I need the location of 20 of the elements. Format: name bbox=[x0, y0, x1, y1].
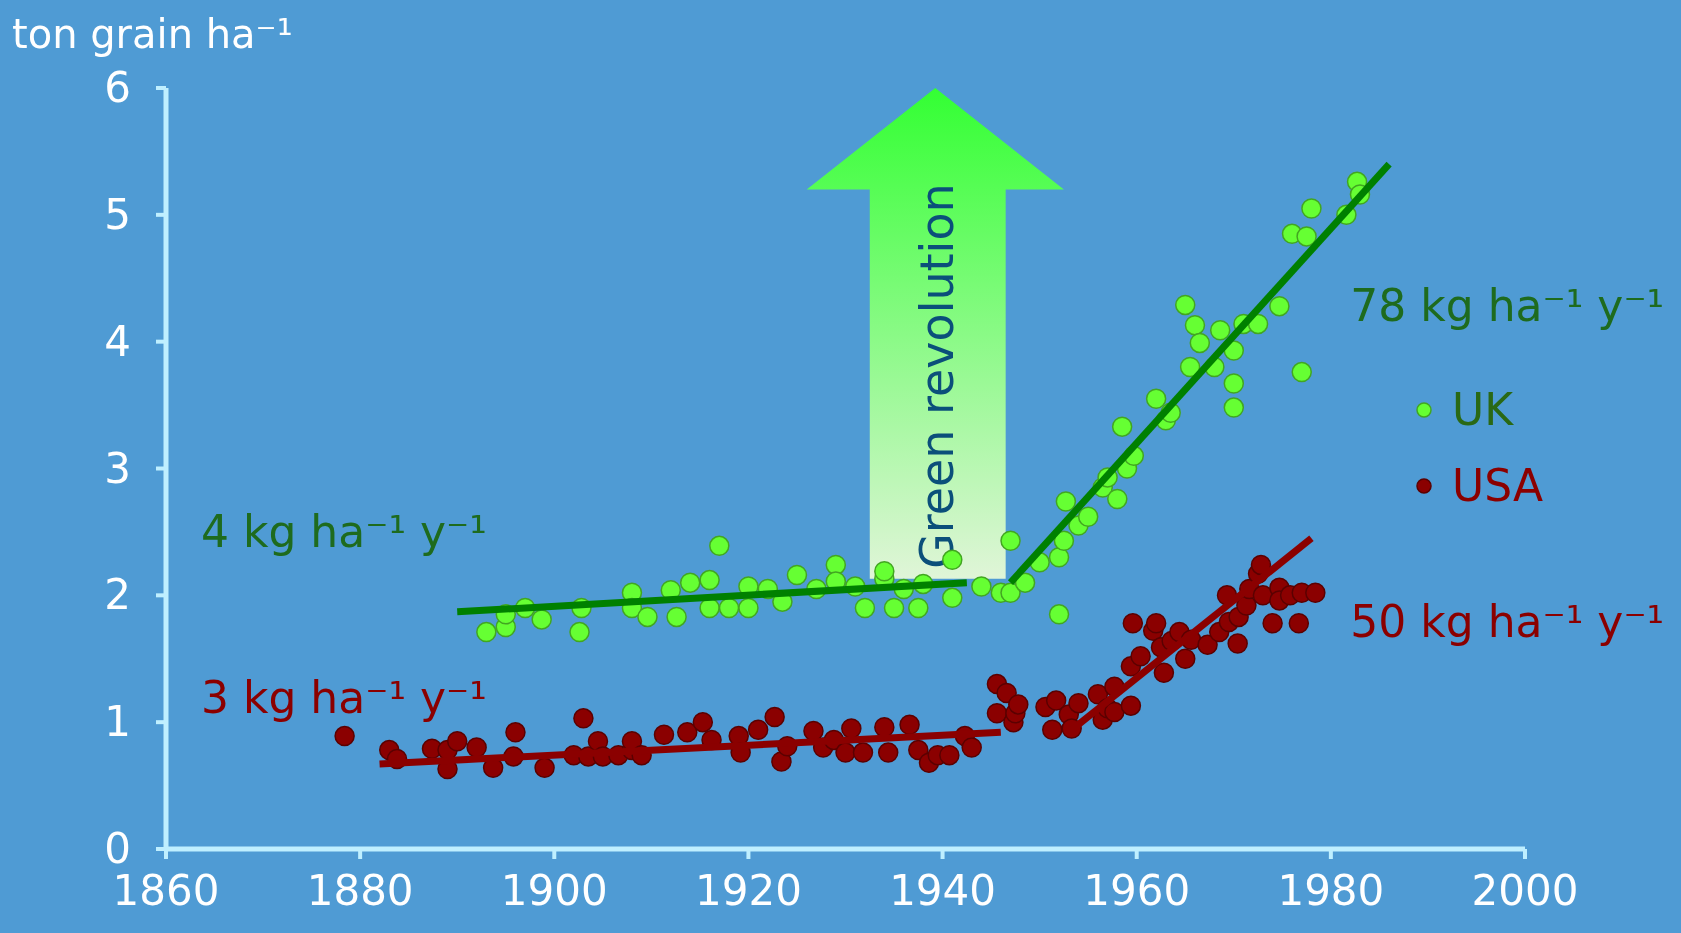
x-tick-label: 1960 bbox=[1083, 866, 1191, 915]
y-tick-label: 6 bbox=[104, 63, 131, 112]
y-tick-label: 4 bbox=[104, 316, 131, 366]
x-tick-label: 1980 bbox=[1277, 866, 1385, 915]
y-tick-label: 5 bbox=[104, 189, 131, 239]
y-tick-label: 1 bbox=[104, 697, 131, 747]
annotation: 3 kg ha⁻¹ y⁻¹ bbox=[200, 672, 487, 724]
annotation: 50 kg ha⁻¹ y⁻¹ bbox=[1350, 596, 1665, 648]
y-axis-title: ton grain ha⁻¹ bbox=[12, 11, 293, 57]
x-tick-label: 1920 bbox=[694, 866, 802, 915]
x-tick-label: 1940 bbox=[889, 866, 997, 915]
legend-label: USA bbox=[1452, 460, 1544, 511]
x-tick-label: 1880 bbox=[306, 866, 414, 915]
annotation: 4 kg ha⁻¹ y⁻¹ bbox=[200, 506, 487, 558]
x-tick-label: 2000 bbox=[1471, 866, 1579, 915]
annotation: 78 kg ha⁻¹ y⁻¹ bbox=[1350, 280, 1665, 332]
x-tick-label: 1900 bbox=[500, 866, 608, 915]
y-tick-label: 2 bbox=[104, 570, 131, 620]
y-tick-label: 3 bbox=[104, 443, 131, 493]
legend-label: UK bbox=[1452, 384, 1515, 435]
